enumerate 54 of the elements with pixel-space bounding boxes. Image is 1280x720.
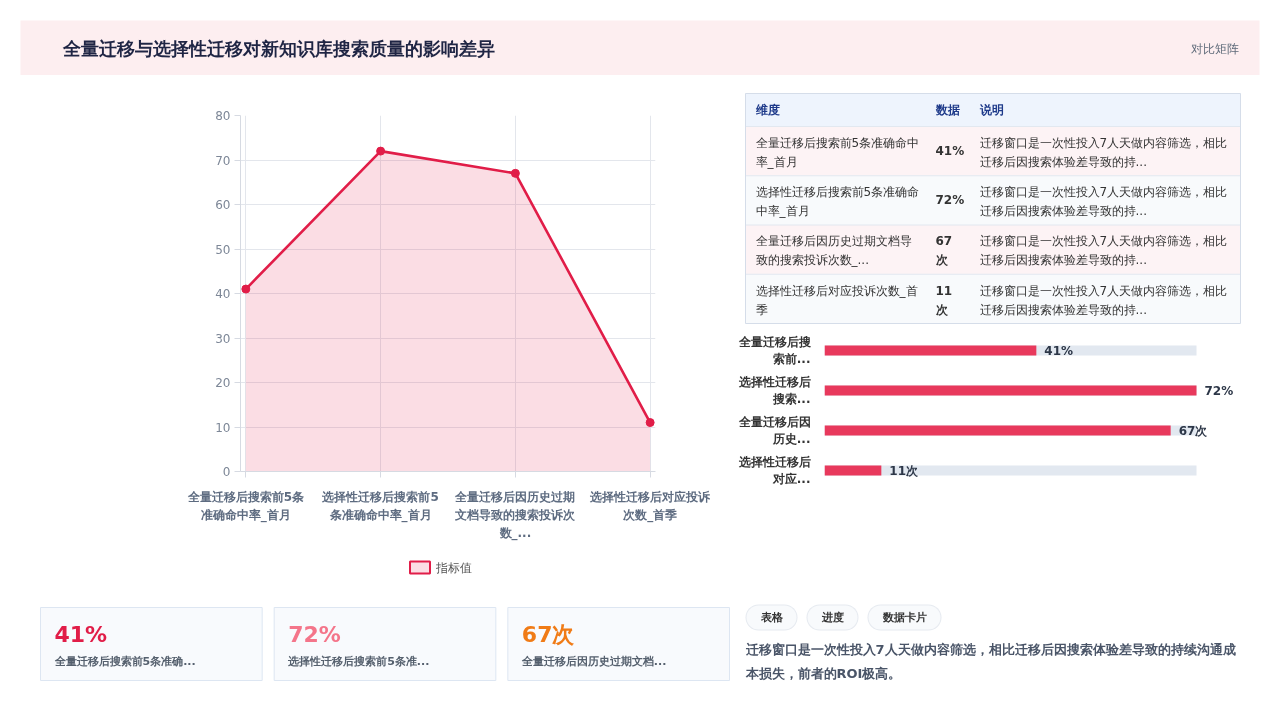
y-tick-label: 60 — [215, 198, 231, 212]
category-label: 数据 — [934, 103, 960, 117]
text: 11次 — [935, 283, 953, 317]
y-tick-label: 选择性迁移后对应... — [737, 455, 811, 486]
point — [241, 284, 251, 294]
y-tick-label: 选择性迁移后搜索... — [737, 375, 811, 406]
category-label: 全量迁移后搜索前5条准确命中率_首月 — [755, 135, 920, 169]
data-label: 72% — [1204, 383, 1234, 398]
text: 72% — [935, 193, 965, 208]
y-tick-label: 10 — [215, 420, 231, 435]
x-tick-label: 全量迁移后因历史过期文档导致的搜索投诉次数_... — [454, 489, 577, 541]
data-label: 41% — [1044, 343, 1074, 358]
data-label: 72% — [288, 622, 341, 647]
text: 迁移窗口是一次性投入7人天做内容筛选，相比迁移后因搜索体验差导致的持... — [979, 234, 1228, 268]
legend-label: 指标值 — [435, 560, 472, 575]
text: 迁移窗口是一次性投入7人天做内容筛选，相比迁移后因搜索体验差导致的持... — [979, 283, 1228, 317]
y-tick-label: 全量迁移后搜索前... — [737, 335, 811, 366]
y-tick-label: 0 — [222, 465, 231, 479]
x-tick-label: 选择性迁移后搜索前5条准确命中率_首月 — [321, 489, 439, 523]
y-tick-label: 70 — [215, 153, 231, 168]
text: 迁移窗口是一次性投入7人天做内容筛选，相比迁移后因搜索体验差导致的持续沟通成本损失，前者的ROI极高。 — [744, 641, 1236, 681]
point — [376, 146, 386, 156]
y-tick-label: 40 — [215, 287, 231, 301]
text: 迁移窗口是一次性投入7人天做内容筛选，相比迁移后因搜索体验差导致的持... — [979, 135, 1228, 169]
x-tick-label: 选择性迁移后对应投诉次数_首季 — [589, 489, 712, 523]
category-label: 全量迁移后因历史过期文档... — [520, 655, 667, 668]
category-label: 说明 — [978, 103, 1004, 117]
y-tick-label: 30 — [215, 331, 231, 346]
category-label: 选择性迁移后对应投诉次数_首季 — [755, 283, 918, 317]
text: 迁移窗口是一次性投入7人天做内容筛选，相比迁移后因搜索体验差导致的持... — [979, 185, 1228, 219]
y-tick-label: 50 — [215, 242, 231, 257]
category-label: 全量迁移后因历史过期文档导致的搜索投诉次数_... — [755, 234, 912, 268]
text: 41% — [935, 143, 965, 158]
point — [645, 418, 655, 428]
text: 对比矩阵 — [1190, 41, 1239, 56]
data-label: 67次 — [521, 622, 576, 647]
bar — [824, 465, 882, 476]
data-label: 67次 — [1178, 423, 1209, 438]
text: 67次 — [935, 234, 953, 268]
chart-title: 全量迁移与选择性迁移对新知识库搜索质量的影响差异 — [61, 38, 495, 59]
category-label: 表格 — [759, 611, 784, 624]
x-tick-label: 全量迁移后搜索前5条准确命中率_首月 — [186, 489, 305, 523]
category-label: 选择性迁移后搜索前5条准... — [287, 655, 430, 668]
text: 维度 — [754, 103, 780, 117]
data-label: 11次 — [889, 463, 920, 478]
y-tick-label: 80 — [215, 109, 231, 123]
category-label: 数据卡片 — [881, 611, 927, 624]
category-label: 全量迁移后搜索前5条准确... — [53, 655, 196, 668]
y-tick-label: 全量迁移后因历史... — [737, 415, 811, 446]
category-label: 选择性迁移后搜索前5条准确命中率_首月 — [755, 185, 920, 219]
category-label: 进度 — [820, 611, 844, 624]
data-label: 41% — [54, 622, 108, 647]
point — [510, 168, 520, 178]
y-tick-label: 20 — [215, 376, 231, 390]
